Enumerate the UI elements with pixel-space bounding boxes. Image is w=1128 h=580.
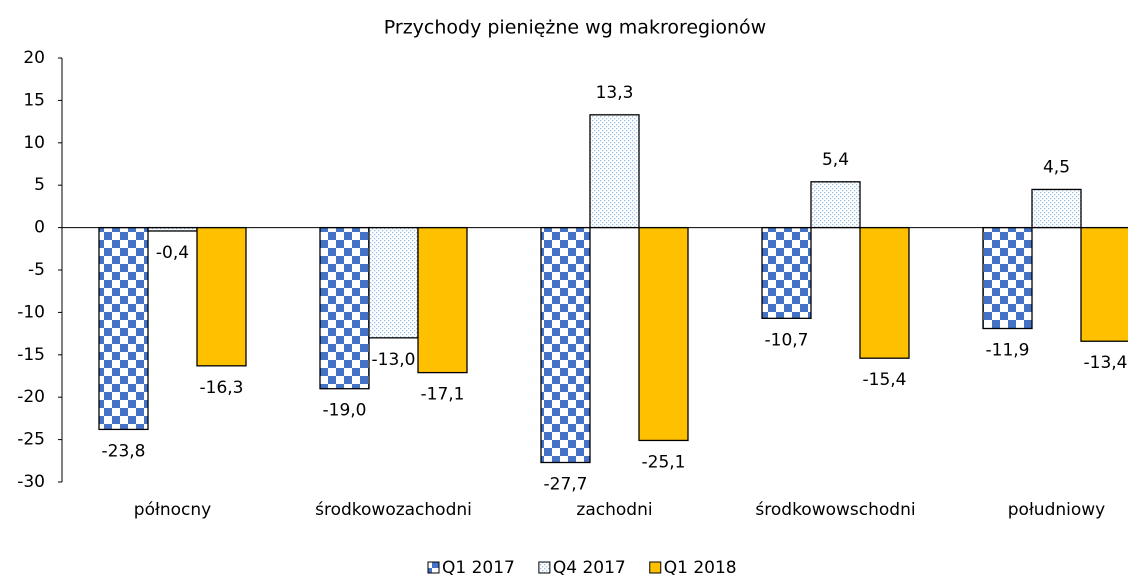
value-label: -11,9 [986, 341, 1030, 361]
value-label: -13,0 [372, 350, 416, 370]
value-label: -15,4 [863, 370, 907, 390]
bar [98, 226, 149, 431]
y-tick-label: 15 [23, 90, 45, 110]
y-tick-label: 20 [23, 48, 45, 68]
value-label: -13,4 [1084, 353, 1128, 373]
y-tick-label: 5 [34, 175, 45, 195]
bar [810, 181, 861, 229]
legend-swatch [649, 561, 662, 574]
legend-label: Q1 2018 [664, 558, 737, 578]
value-label: -27,7 [544, 474, 588, 494]
value-label: -0,4 [156, 243, 189, 263]
bar [589, 114, 640, 229]
bar [1031, 188, 1082, 229]
bar [1080, 226, 1128, 342]
bar [859, 226, 910, 359]
x-tick-label: południowy [1008, 500, 1105, 520]
value-label: -23,8 [102, 441, 146, 461]
legend-swatch [427, 561, 440, 574]
value-label: -16,3 [200, 378, 244, 398]
bar [540, 226, 591, 464]
bar [319, 226, 370, 390]
legend-label: Q4 2017 [553, 558, 626, 578]
chart-title: Przychody pieniężne wg makroregionów [384, 17, 766, 39]
bar [638, 226, 689, 442]
bar [196, 226, 247, 367]
x-tick-label: środkowozachodni [315, 500, 472, 520]
x-tick-label: północny [134, 500, 211, 520]
y-tick-label: -5 [28, 260, 45, 280]
bar [368, 226, 419, 339]
bar [982, 226, 1033, 330]
y-tick-label: -10 [17, 302, 45, 322]
value-label: 13,3 [596, 83, 634, 103]
value-label: -25,1 [642, 452, 686, 472]
value-label: -10,7 [765, 330, 809, 350]
y-tick-label: -20 [17, 387, 45, 407]
value-label: -19,0 [323, 401, 367, 421]
value-label: -17,1 [421, 385, 465, 405]
bar [417, 226, 468, 374]
y-tick-label: -25 [17, 430, 45, 450]
bar [761, 226, 812, 319]
y-tick-label: -15 [17, 345, 45, 365]
y-tick-label: 10 [23, 133, 45, 153]
y-tick-label: 0 [34, 218, 45, 238]
legend-label: Q1 2017 [442, 558, 515, 578]
value-label: 5,4 [822, 150, 849, 170]
x-tick-label: zachodni [576, 500, 652, 520]
value-label: 4,5 [1043, 157, 1070, 177]
y-tick-label: -30 [17, 472, 45, 492]
bar [147, 226, 198, 232]
legend-swatch [538, 561, 551, 574]
x-tick-label: środkowowschodni [755, 500, 915, 520]
